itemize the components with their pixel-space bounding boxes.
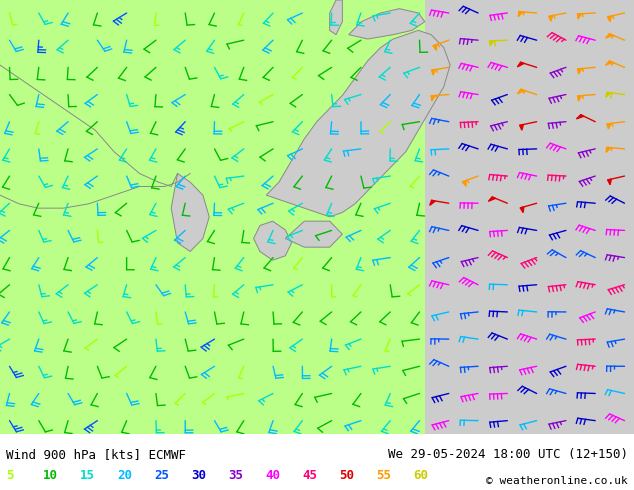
Text: © weatheronline.co.uk: © weatheronline.co.uk: [486, 476, 628, 486]
Polygon shape: [607, 16, 611, 22]
Polygon shape: [171, 173, 209, 251]
Text: 5: 5: [6, 469, 13, 482]
Text: 50: 50: [339, 469, 354, 482]
Polygon shape: [605, 92, 611, 98]
Polygon shape: [520, 124, 524, 130]
Polygon shape: [254, 221, 292, 260]
Polygon shape: [576, 115, 584, 119]
Text: 30: 30: [191, 469, 206, 482]
Polygon shape: [549, 16, 553, 21]
Text: Wind 900 hPa [kts] ECMWF: Wind 900 hPa [kts] ECMWF: [6, 448, 186, 462]
Polygon shape: [578, 96, 581, 101]
Text: 20: 20: [117, 469, 132, 482]
Polygon shape: [517, 62, 524, 67]
Polygon shape: [606, 147, 611, 152]
Text: 10: 10: [43, 469, 58, 482]
Text: 60: 60: [413, 469, 428, 482]
Text: 35: 35: [228, 469, 243, 482]
Polygon shape: [266, 30, 450, 217]
Polygon shape: [433, 45, 436, 50]
Polygon shape: [432, 70, 436, 75]
Polygon shape: [285, 221, 342, 247]
Polygon shape: [330, 0, 342, 35]
Polygon shape: [518, 12, 523, 17]
Polygon shape: [605, 61, 612, 65]
Text: 40: 40: [265, 469, 280, 482]
Polygon shape: [430, 200, 436, 205]
Text: 15: 15: [80, 469, 95, 482]
Polygon shape: [605, 34, 612, 38]
Polygon shape: [489, 41, 493, 46]
Bar: [0, 0, 425, 434]
Polygon shape: [578, 69, 581, 74]
Polygon shape: [431, 96, 435, 101]
Polygon shape: [517, 89, 524, 94]
Polygon shape: [488, 197, 496, 201]
Polygon shape: [349, 9, 425, 39]
Text: 55: 55: [376, 469, 391, 482]
Polygon shape: [462, 181, 466, 186]
Polygon shape: [578, 14, 581, 19]
Polygon shape: [607, 179, 611, 185]
Polygon shape: [607, 123, 611, 129]
Polygon shape: [521, 207, 524, 213]
Text: We 29-05-2024 18:00 UTC (12+150): We 29-05-2024 18:00 UTC (12+150): [388, 448, 628, 462]
Bar: [425, 0, 634, 434]
Text: 45: 45: [302, 469, 317, 482]
Text: 25: 25: [154, 469, 169, 482]
